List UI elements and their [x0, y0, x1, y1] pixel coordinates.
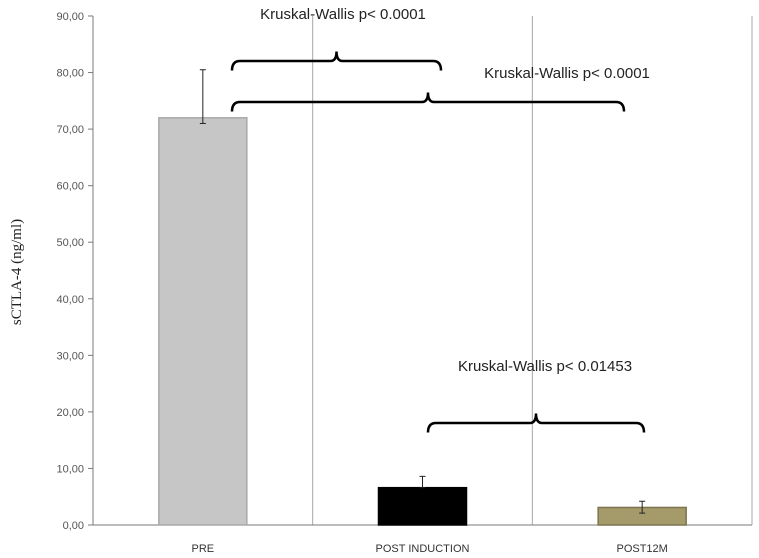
y-tick-label: 40,00 — [56, 294, 84, 306]
category-separators — [312, 16, 753, 525]
y-tick-label: 70,00 — [56, 124, 84, 136]
y-tick-label: 10,00 — [56, 463, 84, 475]
significance-bracket — [426, 413, 646, 433]
y-tick-label: 80,00 — [56, 68, 84, 80]
y-tick-label: 30,00 — [56, 350, 84, 362]
significance-label: Kruskal-Wallis p< 0.01453 — [458, 358, 632, 375]
x-tick-label: POST INDUCTION — [376, 543, 470, 555]
bars — [158, 117, 687, 526]
bar — [377, 486, 468, 526]
y-tick-label: 60,00 — [56, 181, 84, 193]
x-tick-label: POST12M — [616, 543, 667, 555]
y-tick-label: 90,00 — [56, 11, 84, 23]
y-tick-label: 0,00 — [63, 520, 84, 532]
error-bars — [199, 69, 646, 514]
y-tick-label: 50,00 — [56, 237, 84, 249]
significance-label: Kruskal-Wallis p< 0.0001 — [260, 6, 426, 23]
significance-bracket — [230, 51, 443, 71]
significance-bracket — [230, 92, 626, 112]
x-tick-label: PRE — [192, 543, 215, 555]
bar — [158, 117, 248, 526]
y-tick-label: 20,00 — [56, 407, 84, 419]
significance-brackets: Kruskal-Wallis p< 0.0001 Kruskal-Wallis p… — [230, 6, 650, 433]
y-axis-title: sCTLA-4 (ng/ml) — [9, 219, 25, 325]
significance-label: Kruskal-Wallis p< 0.0001 — [484, 65, 650, 82]
